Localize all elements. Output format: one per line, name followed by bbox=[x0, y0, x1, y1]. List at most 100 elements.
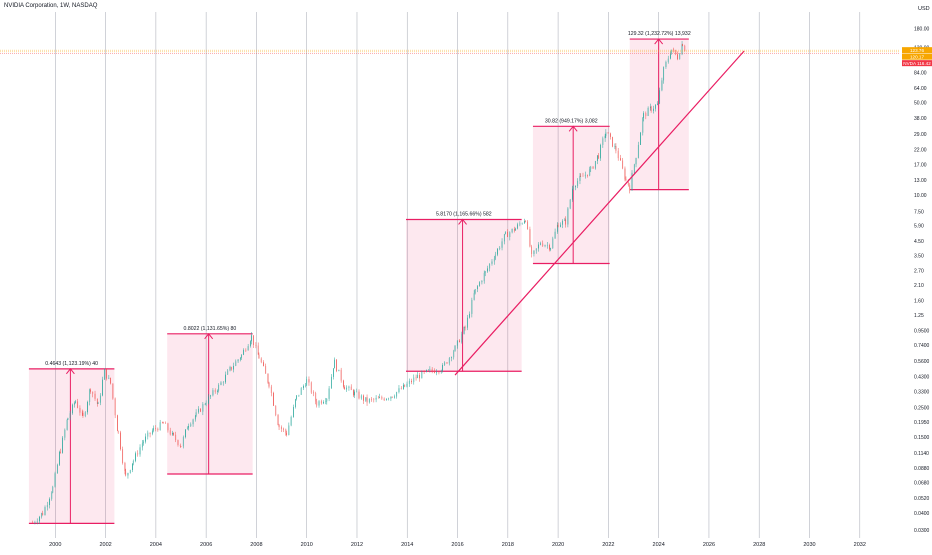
candle-body bbox=[589, 169, 590, 176]
candle-body bbox=[87, 402, 88, 412]
candle-body bbox=[538, 245, 539, 249]
candle-body bbox=[636, 158, 637, 164]
candle-body bbox=[602, 138, 603, 145]
candle-body bbox=[682, 44, 683, 46]
candle-body bbox=[286, 433, 287, 435]
candle-body bbox=[524, 221, 525, 223]
y-tick-label: 4.50 bbox=[914, 239, 924, 245]
candle-body bbox=[241, 355, 242, 358]
candle-body bbox=[517, 224, 518, 228]
candle-body bbox=[638, 145, 639, 158]
x-tick-label: 2030 bbox=[803, 542, 815, 548]
candle-body bbox=[168, 423, 169, 430]
candle-body bbox=[344, 387, 345, 390]
y-tick-label: 17.00 bbox=[914, 163, 927, 169]
candle-body bbox=[643, 113, 644, 118]
candle-body bbox=[51, 493, 52, 499]
candle-body bbox=[271, 387, 272, 393]
candle-body bbox=[600, 145, 601, 158]
candle-body bbox=[430, 369, 431, 370]
candle-body bbox=[321, 401, 322, 403]
candle-body bbox=[409, 381, 410, 384]
candle-body bbox=[285, 429, 286, 432]
candle-body bbox=[499, 248, 500, 249]
candle-body bbox=[606, 132, 607, 136]
x-tick-label: 2012 bbox=[351, 542, 363, 548]
candle-body bbox=[82, 413, 83, 414]
candle-body bbox=[59, 452, 60, 465]
y-tick-label: 1.25 bbox=[914, 313, 924, 319]
candle-body bbox=[145, 437, 146, 442]
x-tick-label: 2000 bbox=[49, 542, 61, 548]
candle-body bbox=[341, 370, 342, 381]
candle-body bbox=[612, 137, 613, 147]
candle-body bbox=[453, 351, 454, 357]
y-tick-label: 0.0680 bbox=[914, 481, 930, 487]
candle-body bbox=[137, 453, 138, 454]
candle-body bbox=[527, 222, 528, 230]
y-tick-label: 0.1140 bbox=[914, 451, 929, 457]
candle-body bbox=[306, 379, 307, 385]
candle-body bbox=[210, 395, 211, 396]
candle-body bbox=[419, 375, 420, 378]
candle-body bbox=[587, 175, 588, 176]
price-label-value: 120.17 bbox=[910, 54, 924, 59]
candle-body bbox=[570, 200, 571, 209]
candle-body bbox=[505, 232, 506, 234]
x-tick-label: 2022 bbox=[602, 542, 614, 548]
y-tick-label: 0.0300 bbox=[914, 528, 930, 534]
candle-body bbox=[187, 428, 188, 430]
candle-body bbox=[293, 407, 294, 417]
candle-body bbox=[367, 397, 368, 402]
candle-body bbox=[618, 151, 619, 158]
y-tick-label: 29.00 bbox=[914, 132, 927, 138]
candle-body bbox=[662, 80, 663, 90]
candle-body bbox=[580, 176, 581, 181]
candle-body bbox=[625, 168, 626, 179]
candle-body bbox=[525, 221, 526, 222]
candle-body bbox=[309, 379, 310, 382]
candle-body bbox=[396, 392, 397, 396]
candle-body bbox=[542, 243, 543, 246]
candle-body bbox=[83, 413, 84, 416]
candle-body bbox=[479, 282, 480, 286]
candle-body bbox=[648, 108, 649, 116]
candle-body bbox=[196, 412, 197, 416]
candle-body bbox=[401, 388, 402, 389]
candle-body bbox=[356, 392, 357, 393]
candle-body bbox=[52, 487, 53, 493]
candle-body bbox=[281, 427, 282, 429]
candle-body bbox=[653, 109, 654, 111]
candle-body bbox=[331, 377, 332, 389]
x-tick-label: 2016 bbox=[451, 542, 463, 548]
candle-body bbox=[434, 371, 435, 373]
candle-body bbox=[200, 409, 201, 412]
candle-body bbox=[256, 345, 257, 346]
candle-body bbox=[62, 438, 63, 453]
candle-body bbox=[472, 300, 473, 314]
x-tick-label: 2020 bbox=[552, 542, 564, 548]
candle-body bbox=[68, 418, 69, 420]
candle-body bbox=[497, 249, 498, 255]
candle-body bbox=[482, 281, 483, 282]
candle-body bbox=[465, 327, 466, 328]
x-tick-label: 2004 bbox=[150, 542, 162, 548]
candle-body bbox=[296, 395, 297, 399]
candle-body bbox=[185, 429, 186, 437]
candle-body bbox=[675, 50, 676, 54]
candle-body bbox=[215, 390, 216, 392]
candle-body bbox=[379, 397, 380, 398]
candle-body bbox=[407, 384, 408, 387]
candle-body bbox=[384, 399, 385, 401]
candle-body bbox=[361, 396, 362, 399]
y-tick-label: 0.2500 bbox=[914, 406, 930, 412]
candle-body bbox=[426, 370, 427, 372]
measure-label: 0.4643 (1,123.19%) 40 bbox=[45, 361, 98, 367]
candle-body bbox=[515, 229, 516, 231]
candle-body bbox=[444, 362, 445, 365]
candle-body bbox=[85, 412, 86, 416]
candle-body bbox=[451, 357, 452, 358]
candle-body bbox=[172, 433, 173, 435]
